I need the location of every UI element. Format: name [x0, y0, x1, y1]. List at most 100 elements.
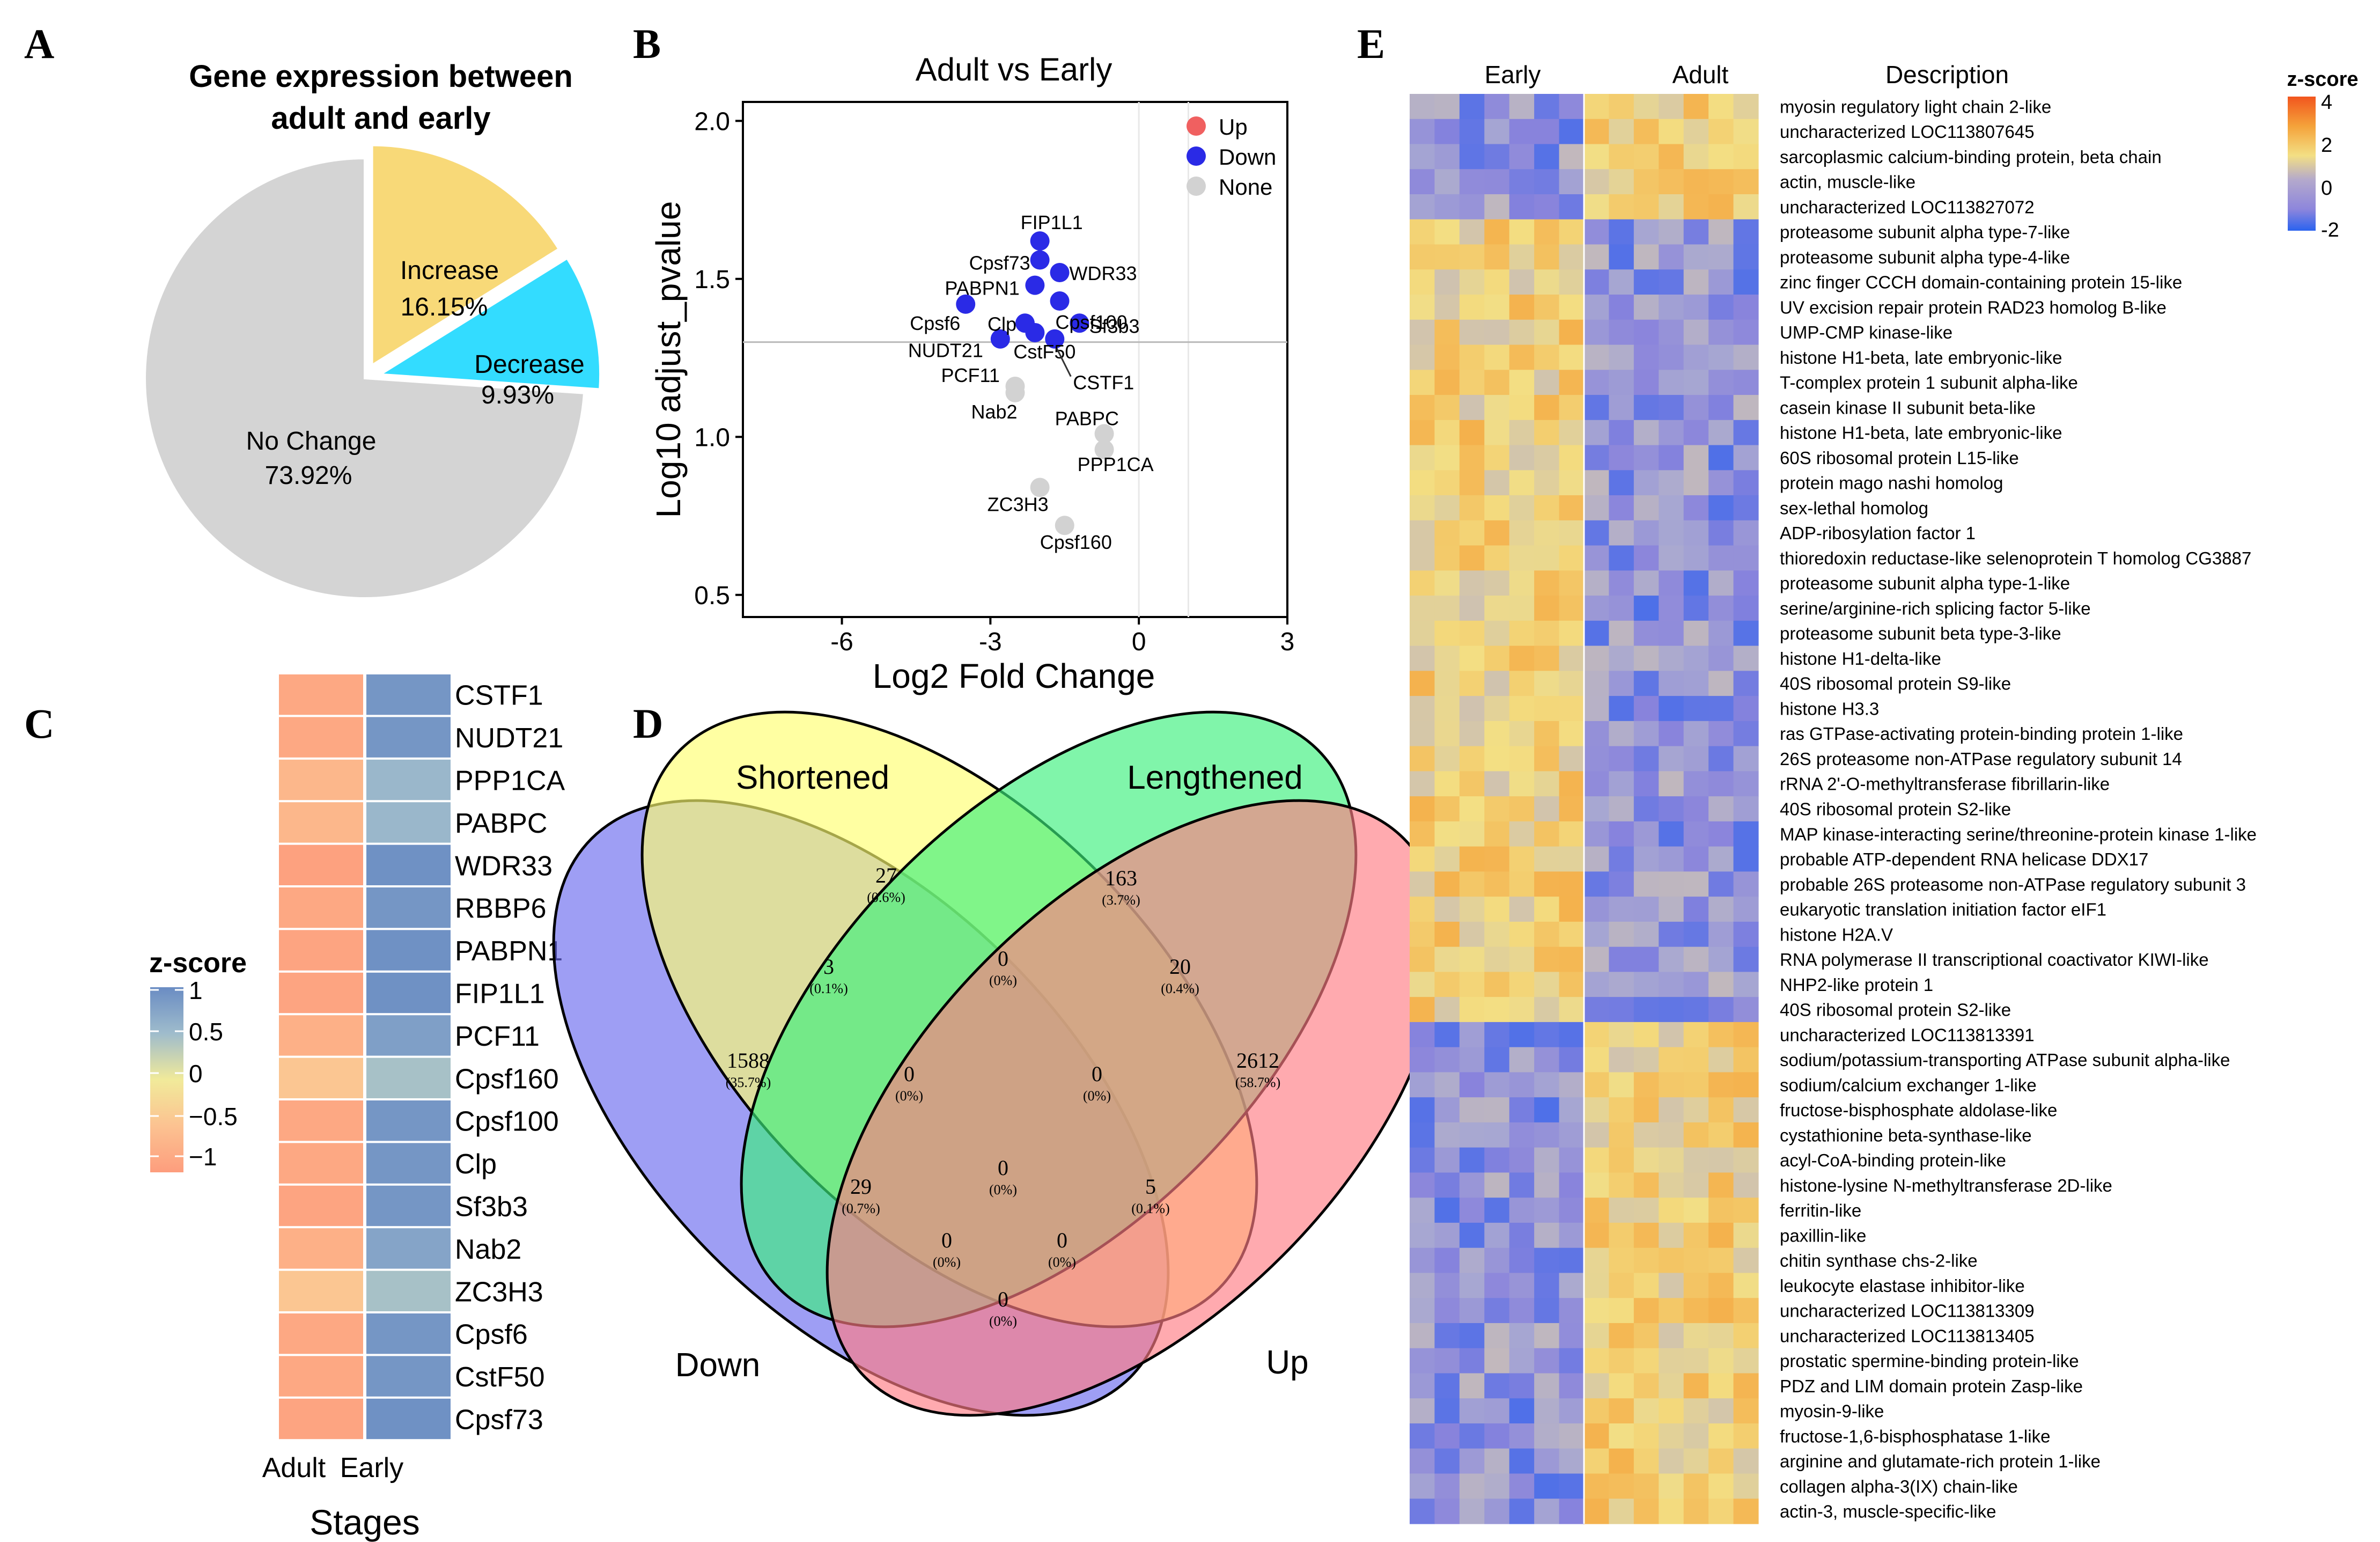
heatmap-cell — [1683, 1373, 1709, 1399]
apa-cell-cpsf6-adult — [279, 1313, 363, 1354]
heatmap-cell — [1509, 520, 1535, 546]
heatmap-cell — [1633, 696, 1659, 722]
heatmap-legend-tick-label: 0 — [2321, 177, 2332, 200]
heatmap-cell — [1484, 1398, 1510, 1424]
heatmap-cell — [1559, 846, 1585, 872]
heatmap-cell — [1410, 1022, 1435, 1048]
heatmap-cell — [1484, 1147, 1510, 1173]
heatmap-cell — [1683, 972, 1709, 997]
heatmap-cell — [1509, 721, 1535, 747]
heatmap-cell — [1609, 570, 1634, 596]
heatmap-cell — [1559, 1122, 1585, 1148]
heatmap-cell — [1708, 696, 1734, 722]
heatmap-cell — [1434, 470, 1460, 496]
heatmap-cell — [1633, 846, 1659, 872]
heatmap-cell — [1434, 1398, 1460, 1424]
heatmap-cell — [1534, 520, 1560, 546]
apa-row-label-cpsf160: Cpsf160 — [455, 1063, 559, 1095]
heatmap-cell — [1410, 596, 1435, 621]
apa-cell-cpsf73-adult — [279, 1398, 363, 1440]
apa-cell-cpsf100-early — [366, 1100, 451, 1141]
volcano-point-zc3h3 — [1030, 478, 1050, 497]
volcano-legend-marker-up — [1187, 116, 1206, 136]
heatmap-cell — [1559, 1448, 1585, 1474]
apa-cell-fip1l1-adult — [279, 972, 363, 1014]
apa-legend-tick-label: 1 — [189, 976, 203, 1004]
heatmap-row-label: fructose-bisphosphate aldolase-like — [1780, 1100, 2057, 1120]
heatmap-cell — [1559, 94, 1585, 120]
heatmap-cell — [1459, 370, 1485, 395]
heatmap-cell — [1559, 1373, 1585, 1399]
heatmap-cell — [1434, 721, 1460, 747]
venn-pct-down-up: (0%) — [989, 1313, 1017, 1329]
heatmap-cell — [1410, 570, 1435, 596]
heatmap-cell — [1434, 94, 1460, 120]
heatmap-cell — [1584, 1298, 1610, 1324]
heatmap-cell — [1733, 972, 1759, 997]
volcano-labels: FIP1L1 Cpsf73 WDR33 PABPN1 Cpsf100 Cpsf6 Sf3b3… — [908, 211, 1154, 553]
volcano-xtick-label: 0 — [1132, 628, 1146, 656]
volcano-label-sf3b3: Sf3b3 — [1089, 315, 1139, 337]
heatmap-cell — [1509, 1222, 1535, 1249]
apa-row-label-cstf1: CSTF1 — [455, 680, 543, 711]
heatmap-cell — [1559, 771, 1585, 797]
heatmap-cell — [1534, 319, 1560, 346]
heatmap-cell — [1708, 1499, 1734, 1524]
heatmap-cell — [1559, 671, 1585, 696]
apa-cell-sf3b3-early — [366, 1185, 451, 1227]
heatmap-cell — [1410, 897, 1435, 922]
heatmap-cell — [1559, 1097, 1585, 1123]
heatmap-cell — [1609, 1398, 1634, 1424]
heatmap-cell — [1509, 871, 1535, 897]
heatmap-cell — [1559, 645, 1585, 671]
heatmap-cell — [1708, 746, 1734, 772]
heatmap-cell — [1683, 796, 1709, 822]
volcano-label-nudt21: NUDT21 — [908, 340, 983, 362]
heatmap-cell — [1659, 972, 1684, 997]
heatmap-cell — [1609, 194, 1634, 220]
heatmap-cell — [1459, 846, 1485, 872]
heatmap-cell — [1509, 94, 1535, 120]
heatmap-cell — [1659, 144, 1684, 170]
heatmap-cell — [1410, 1273, 1435, 1298]
heatmap-cell — [1733, 570, 1759, 596]
venn-set-up — [826, 799, 1443, 1417]
heatmap-cell — [1584, 194, 1610, 220]
volcano-legend-label-none: None — [1219, 174, 1272, 200]
heatmap-cell — [1584, 1323, 1610, 1349]
venn-count-short-up: 5 — [1145, 1174, 1156, 1199]
heatmap-cell — [1484, 796, 1510, 822]
heatmap-cell — [1459, 1398, 1485, 1424]
heatmap-cell — [1633, 796, 1659, 822]
heatmap-cell — [1534, 570, 1560, 596]
heatmap-cell — [1708, 821, 1734, 847]
heatmap-cell — [1708, 1122, 1734, 1148]
heatmap-cell — [1434, 244, 1460, 270]
heatmap-cell — [1434, 269, 1460, 295]
heatmap-cell — [1584, 295, 1610, 320]
heatmap-cell — [1534, 1323, 1560, 1349]
apa-heatmap-colorbar — [150, 987, 183, 1172]
heatmap-cell — [1559, 119, 1585, 145]
venn-count-only-up: 2612 — [1236, 1048, 1279, 1073]
heatmap-cell — [1633, 746, 1659, 772]
heatmap-cell — [1534, 495, 1560, 521]
heatmap-cell — [1509, 671, 1535, 696]
heatmap-cell — [1509, 1499, 1535, 1524]
heatmap-cell — [1509, 620, 1535, 647]
heatmap-cell — [1410, 319, 1435, 346]
heatmap-cell — [1559, 1222, 1585, 1249]
heatmap-cell — [1534, 545, 1560, 571]
heatmap-cell — [1534, 771, 1560, 797]
heatmap-cell — [1484, 319, 1510, 346]
heatmap-cell — [1708, 169, 1734, 195]
heatmap-cell — [1459, 344, 1485, 370]
apa-cell-cstf50-early — [366, 1356, 451, 1397]
heatmap-cell — [1633, 545, 1659, 571]
volcano-point-sf3b3 — [1070, 313, 1089, 333]
heatmap-cell — [1633, 269, 1659, 295]
heatmap-row-label: casein kinase II subunit beta-like — [1780, 398, 2036, 417]
apa-cell-pabpc-early — [366, 802, 451, 843]
heatmap-cell — [1484, 520, 1510, 546]
heatmap-cell — [1683, 1122, 1709, 1148]
